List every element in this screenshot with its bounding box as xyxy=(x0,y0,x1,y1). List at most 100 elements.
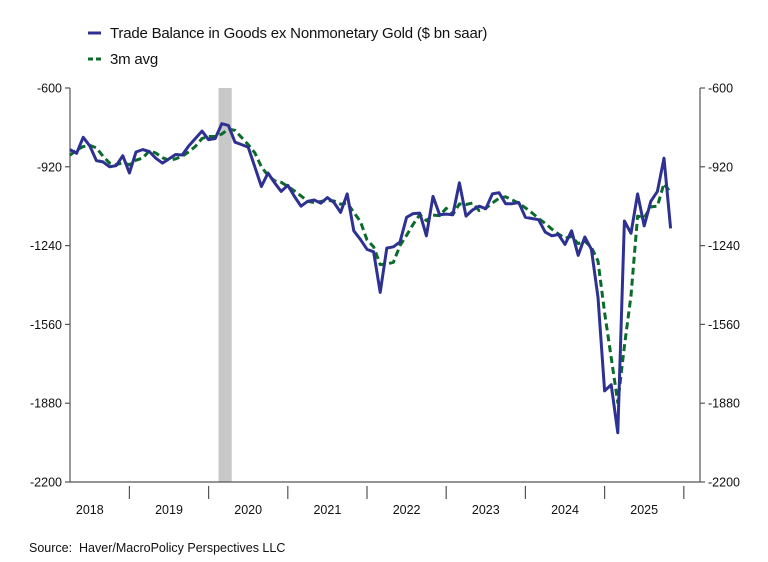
x-year-ticks: 2018 2019 2020 2021 2022 2023 2024 2025 xyxy=(76,486,685,517)
data-point-3m-avg xyxy=(293,190,295,192)
data-point-3m-avg xyxy=(399,244,401,246)
data-point-trade-balance xyxy=(491,193,493,195)
data-point-3m-avg xyxy=(656,205,658,207)
data-point-trade-balance xyxy=(584,236,586,238)
data-point-trade-balance xyxy=(188,145,190,147)
data-point-3m-avg xyxy=(518,202,520,204)
data-point-3m-avg xyxy=(359,220,361,222)
data-point-trade-balance xyxy=(445,213,447,215)
data-point-trade-balance xyxy=(478,205,480,207)
data-point-3m-avg xyxy=(379,263,381,265)
data-point-trade-balance xyxy=(339,211,341,213)
right-y-tick-label: -600 xyxy=(708,82,733,96)
data-point-3m-avg xyxy=(669,192,671,194)
data-point-3m-avg xyxy=(491,202,493,204)
data-point-3m-avg xyxy=(141,157,143,159)
data-point-trade-balance xyxy=(221,123,223,125)
data-point-trade-balance xyxy=(636,193,638,195)
data-point-3m-avg xyxy=(181,155,183,157)
data-point-trade-balance xyxy=(234,141,236,143)
data-point-trade-balance xyxy=(141,148,143,150)
data-point-3m-avg xyxy=(419,213,421,215)
data-point-3m-avg xyxy=(174,158,176,160)
data-point-trade-balance xyxy=(386,247,388,249)
data-point-3m-avg xyxy=(570,235,572,237)
data-point-3m-avg xyxy=(372,246,374,248)
data-point-3m-avg xyxy=(194,145,196,147)
data-point-trade-balance xyxy=(102,161,104,163)
left-y-tick-label: -2200 xyxy=(30,476,62,490)
data-point-3m-avg xyxy=(458,203,460,205)
data-point-3m-avg xyxy=(108,162,110,164)
source-note: Source: Haver/MacroPolicy Perspectives L… xyxy=(29,541,285,555)
data-point-3m-avg xyxy=(551,228,553,230)
data-point-trade-balance xyxy=(128,172,130,174)
legend: Trade Balance in Goods ex Nonmonetary Go… xyxy=(88,25,488,68)
data-point-3m-avg xyxy=(353,211,355,213)
data-point-3m-avg xyxy=(584,240,586,242)
points-trade-balance xyxy=(69,123,672,434)
data-point-trade-balance xyxy=(313,199,315,201)
data-point-3m-avg xyxy=(603,311,605,313)
data-point-3m-avg xyxy=(643,217,645,219)
data-point-3m-avg xyxy=(300,195,302,197)
left-y-tick-label: -1880 xyxy=(30,397,62,411)
data-point-3m-avg xyxy=(564,237,566,239)
data-point-3m-avg xyxy=(102,155,104,157)
data-point-3m-avg xyxy=(82,145,84,147)
data-point-3m-avg xyxy=(247,143,249,145)
data-point-3m-avg xyxy=(280,181,282,183)
data-point-3m-avg xyxy=(254,152,256,154)
data-point-3m-avg xyxy=(610,356,612,358)
data-point-3m-avg xyxy=(478,209,480,211)
x-year-label: 2019 xyxy=(155,503,183,517)
data-point-trade-balance xyxy=(498,192,500,194)
data-point-trade-balance xyxy=(82,136,84,138)
data-point-trade-balance xyxy=(227,124,229,126)
data-point-3m-avg xyxy=(267,174,269,176)
data-point-trade-balance xyxy=(122,155,124,157)
data-point-3m-avg xyxy=(590,246,592,248)
data-point-3m-avg xyxy=(326,199,328,201)
data-point-trade-balance xyxy=(511,203,513,205)
data-point-trade-balance xyxy=(260,185,262,187)
data-point-trade-balance xyxy=(108,166,110,168)
data-point-trade-balance xyxy=(293,195,295,197)
data-point-3m-avg xyxy=(405,234,407,236)
data-point-trade-balance xyxy=(531,217,533,219)
data-point-trade-balance xyxy=(174,153,176,155)
recession-shading xyxy=(218,88,232,482)
data-point-trade-balance xyxy=(366,248,368,250)
data-point-3m-avg xyxy=(511,199,513,201)
data-point-trade-balance xyxy=(247,146,249,148)
data-point-3m-avg xyxy=(155,152,157,154)
data-point-trade-balance xyxy=(399,241,401,243)
left-y-tick-label: -1240 xyxy=(30,239,62,253)
data-point-3m-avg xyxy=(161,157,163,159)
data-point-trade-balance xyxy=(504,203,506,205)
data-point-3m-avg xyxy=(75,149,77,151)
data-point-trade-balance xyxy=(458,182,460,184)
legend-label-3m-avg: 3m avg xyxy=(110,51,158,68)
right-y-tick-label: -920 xyxy=(708,160,733,174)
x-year-label: 2025 xyxy=(630,503,658,517)
data-point-trade-balance xyxy=(240,143,242,145)
data-point-trade-balance xyxy=(372,251,374,253)
axes xyxy=(69,88,701,483)
data-point-3m-avg xyxy=(313,201,315,203)
data-point-trade-balance xyxy=(207,139,209,141)
data-point-3m-avg xyxy=(392,261,394,263)
left-y-tick-label: -1560 xyxy=(30,318,62,332)
data-point-trade-balance xyxy=(551,235,553,237)
data-point-3m-avg xyxy=(504,196,506,198)
data-point-3m-avg xyxy=(617,402,619,404)
data-point-3m-avg xyxy=(306,200,308,202)
data-point-3m-avg xyxy=(122,161,124,163)
left-y-tick-label: -920 xyxy=(37,160,62,174)
data-point-3m-avg xyxy=(273,180,275,182)
data-point-3m-avg xyxy=(577,242,579,244)
data-point-3m-avg xyxy=(95,147,97,149)
data-point-trade-balance xyxy=(267,172,269,174)
data-point-trade-balance xyxy=(194,137,196,139)
data-point-trade-balance xyxy=(570,230,572,232)
